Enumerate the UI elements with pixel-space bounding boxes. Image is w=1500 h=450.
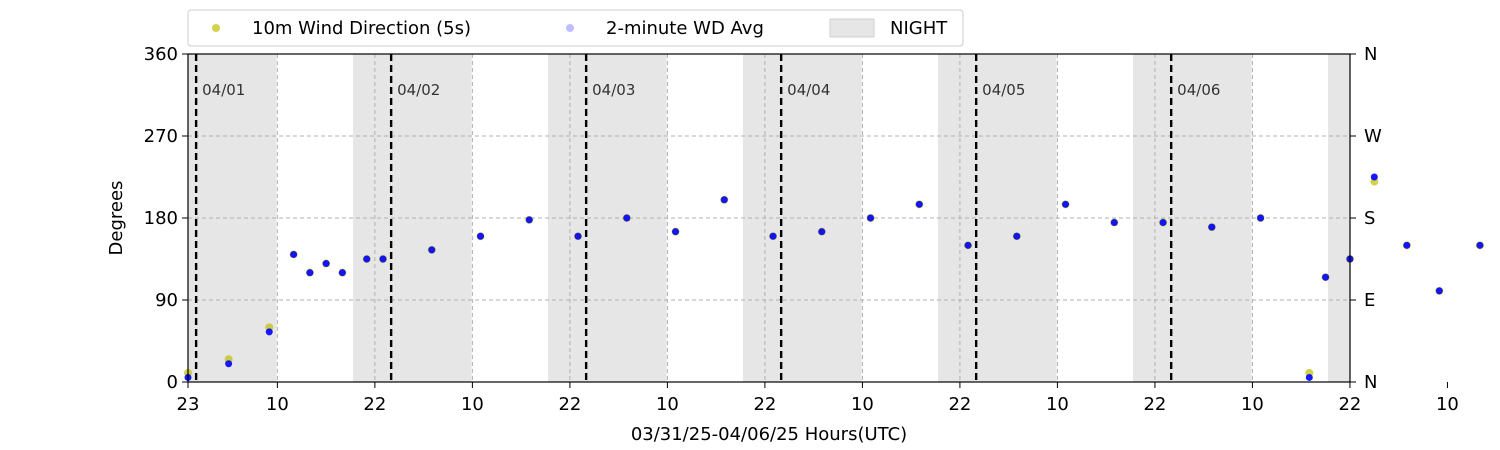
x-tick-label: 10 <box>1436 394 1459 415</box>
wd-avg-point <box>1305 373 1313 381</box>
y-tick-label: 90 <box>155 290 178 311</box>
wd-avg-point <box>363 255 371 263</box>
data-points <box>184 173 1484 381</box>
wd-avg-point <box>525 216 533 224</box>
x-tick-label: 22 <box>558 394 581 415</box>
legend-marker-wind <box>212 24 220 32</box>
legend-label-avg: 2-minute WD Avg <box>606 18 764 39</box>
y-tick-label: 180 <box>144 208 178 229</box>
night-band <box>742 54 862 382</box>
x-axis-label: 03/31/25-04/06/25 Hours(UTC) <box>631 424 907 445</box>
y-tick-label: 270 <box>144 126 178 147</box>
day-boundaries: 04/01 04/02 04/03 04/04 04/05 04/06 <box>194 54 1220 382</box>
x-tick-label: 22 <box>948 394 971 415</box>
wd-avg-point <box>1062 200 1070 208</box>
x-tick-label: 22 <box>753 394 776 415</box>
wd-avg-point <box>720 196 728 204</box>
wd-avg-point <box>1159 219 1167 227</box>
y-tick-label: 360 <box>144 44 178 65</box>
y2-tick-label: N <box>1364 372 1377 393</box>
wd-avg-point <box>306 269 314 277</box>
x-tick-label: 10 <box>266 394 289 415</box>
wd-avg-point <box>265 328 273 336</box>
wd-avg-point <box>867 214 875 222</box>
wd-avg-point <box>1257 214 1265 222</box>
x-tick-label: 22 <box>1143 394 1166 415</box>
wd-avg-point <box>1403 241 1411 249</box>
wd-avg-point <box>1435 287 1443 295</box>
x-tick-label: 22 <box>1338 394 1361 415</box>
legend-box <box>187 9 964 47</box>
wd-avg-point <box>477 232 485 240</box>
wd-avg-point <box>915 200 923 208</box>
x-tick-label: 10 <box>1241 394 1264 415</box>
wd-avg-point <box>1322 273 1330 281</box>
grid-lines <box>188 54 1351 382</box>
legend-marker-avg <box>566 24 574 32</box>
wd-avg-point <box>672 228 680 236</box>
legend-marker-night <box>829 18 875 38</box>
wd-avg-point <box>964 241 972 249</box>
day-label: 04/01 <box>202 81 245 99</box>
wd-avg-point <box>225 360 233 368</box>
legend-label-wind: 10m Wind Direction (5s) <box>252 18 471 39</box>
x-tick-label: 10 <box>656 394 679 415</box>
wd-avg-point <box>818 228 826 236</box>
y-tick-label: 0 <box>167 372 178 393</box>
y2-tick-label: S <box>1364 208 1375 229</box>
wd-avg-point <box>379 255 387 263</box>
x-tick-label: 23 <box>177 394 200 415</box>
wd-avg-point <box>1110 219 1118 227</box>
wd-avg-point <box>769 232 777 240</box>
wd-avg-point <box>290 250 298 258</box>
wd-avg-point <box>574 232 582 240</box>
day-label: 04/03 <box>592 81 635 99</box>
wd-avg-point <box>338 269 346 277</box>
night-band <box>547 54 667 382</box>
y-axis-label: Degrees <box>106 181 127 256</box>
legend-label-night: NIGHT <box>890 18 948 39</box>
wd-avg-point <box>1208 223 1216 231</box>
y2-tick-label: E <box>1364 290 1375 311</box>
day-label: 04/02 <box>397 81 440 99</box>
y2-tick-label: N <box>1364 44 1377 65</box>
axes: 23 10 22 10 22 10 22 10 22 10 22 10 22 10 0 N 90 E 180 S 270… <box>144 44 1459 415</box>
legend: 10m Wind Direction (5s) 2-minute WD Avg … <box>187 9 964 47</box>
x-tick-label: 22 <box>363 394 386 415</box>
day-label: 04/06 <box>1177 81 1220 99</box>
day-label: 04/05 <box>982 81 1025 99</box>
wd-avg-point <box>1476 241 1484 249</box>
x-tick-label: 10 <box>1046 394 1069 415</box>
wd-avg-point <box>322 260 330 268</box>
wd-avg-point <box>1013 232 1021 240</box>
x-tick-label: 10 <box>851 394 874 415</box>
wd-avg-point <box>1370 173 1378 181</box>
day-label: 04/04 <box>787 81 830 99</box>
wd-avg-point <box>623 214 631 222</box>
y2-tick-label: W <box>1364 126 1382 147</box>
x-tick-label: 10 <box>461 394 484 415</box>
wd-avg-point <box>428 246 436 254</box>
